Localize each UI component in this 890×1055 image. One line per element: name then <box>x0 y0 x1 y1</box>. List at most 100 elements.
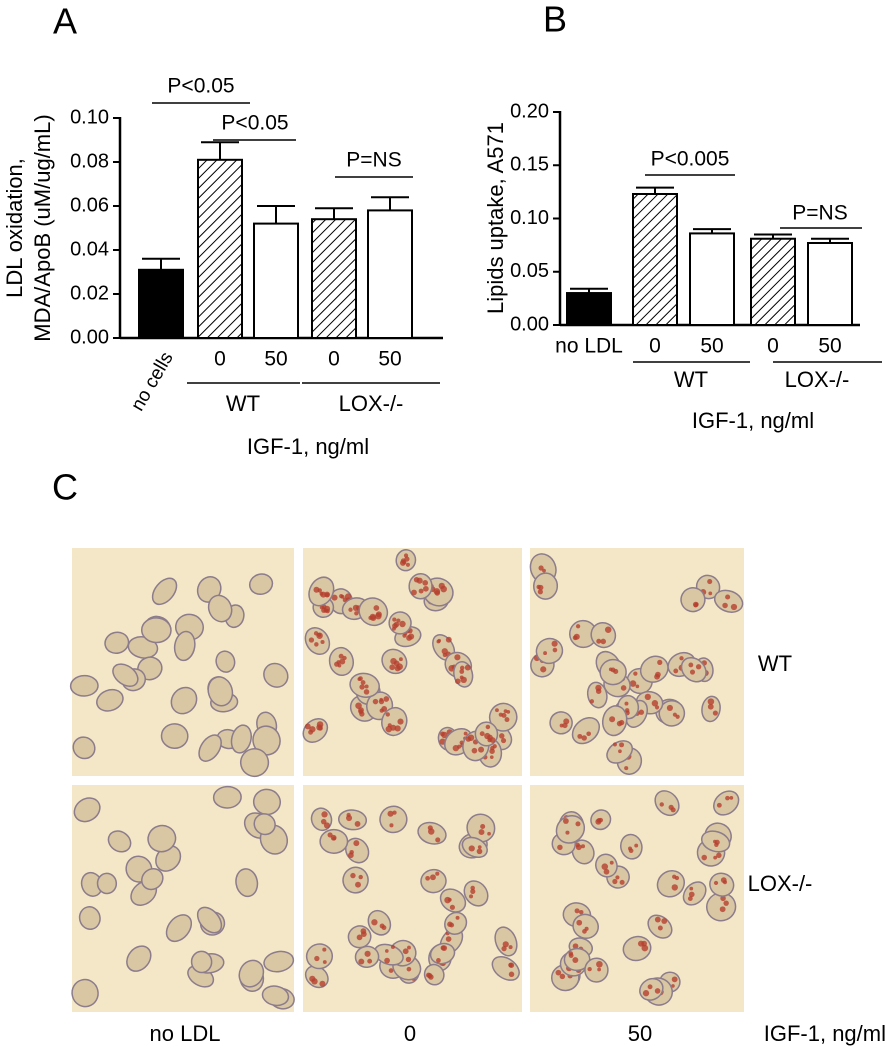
cell <box>680 657 707 683</box>
lipid-droplet <box>399 620 406 628</box>
lipid-droplet <box>468 845 475 852</box>
lipid-droplet <box>435 871 440 876</box>
lipid-droplet <box>543 651 548 656</box>
lipid-droplet <box>449 904 455 910</box>
lipid-droplet <box>661 918 668 924</box>
cell <box>147 824 177 853</box>
significance-label: P<0.005 <box>651 148 730 171</box>
lipid-droplet <box>563 818 569 824</box>
lipid-droplet <box>384 957 390 964</box>
lipid-droplet <box>575 624 581 629</box>
lipid-droplet <box>336 660 341 665</box>
y-tick-label: 0.04 <box>70 238 109 260</box>
lipid-droplet <box>624 708 630 713</box>
lipid-droplet <box>478 746 485 753</box>
lipid-droplet <box>586 731 591 737</box>
lipid-droplet <box>353 840 360 847</box>
lipid-droplet <box>387 810 394 817</box>
lipid-droplet <box>713 839 717 844</box>
lipid-droplet <box>447 897 452 902</box>
lipid-droplet <box>577 733 583 739</box>
lipid-droplet <box>317 725 323 731</box>
bar <box>253 222 299 340</box>
lipid-droplet <box>609 860 614 865</box>
cell <box>304 627 331 655</box>
y-tick-label: 0.08 <box>70 150 109 172</box>
micrograph <box>69 548 294 778</box>
cell <box>190 950 213 974</box>
lipid-droplet <box>470 888 476 894</box>
lipid-droplet <box>320 639 325 645</box>
lipid-droplet <box>568 951 574 956</box>
lipid-droplet <box>615 875 620 880</box>
lipid-droplet <box>464 664 471 671</box>
lipid-droplet <box>389 823 394 828</box>
micrograph-panel: C WT LOX-/- no LDL 0 50 IGF-1, ng/ml <box>52 467 886 1046</box>
error-bar <box>142 257 180 270</box>
lipid-droplet <box>322 960 327 964</box>
x-axis-label: IGF-1, ng/ml <box>692 408 814 433</box>
lipid-droplet <box>708 591 713 596</box>
lipid-droplet <box>392 617 397 622</box>
lipid-droplet <box>651 700 659 707</box>
lipid-droplet <box>689 886 694 891</box>
cell <box>261 985 290 1007</box>
lipid-droplet <box>355 702 362 710</box>
lipid-droplet <box>657 925 663 931</box>
lipid-droplet <box>609 716 616 723</box>
lipid-droplet <box>416 577 423 584</box>
lipid-droplet <box>629 680 637 687</box>
micrograph <box>303 785 522 1012</box>
x-tick-label: 50 <box>700 335 723 358</box>
lipid-droplet <box>383 696 390 702</box>
lipid-droplet <box>581 735 587 741</box>
lipid-droplet <box>422 580 429 586</box>
significance-label: P=NS <box>346 149 401 172</box>
group-label: LOX-/- <box>785 367 850 392</box>
lipid-droplet <box>572 635 578 641</box>
y-tick-label: 0.05 <box>510 260 549 282</box>
error-bar <box>257 205 295 224</box>
lipid-droplet <box>572 943 579 949</box>
lipid-droplet <box>342 655 347 661</box>
lipid-droplet <box>340 594 345 599</box>
micrograph <box>530 785 744 1012</box>
lipid-droplet <box>339 658 346 665</box>
cell <box>239 747 270 778</box>
lipid-droplet <box>508 945 513 950</box>
lipid-droplet <box>576 919 583 926</box>
lipid-droplet <box>392 810 397 815</box>
lipid-droplet <box>445 636 452 643</box>
lipid-droplet <box>378 698 385 705</box>
lipid-droplet <box>320 818 327 825</box>
lipid-droplet <box>314 642 319 647</box>
cell <box>429 942 456 965</box>
lipid-droplet <box>562 722 568 729</box>
error-bar <box>371 196 409 211</box>
lipid-droplet <box>654 916 661 923</box>
y-tick-label: 0.15 <box>510 154 549 176</box>
lipid-droplet <box>675 714 680 719</box>
cell <box>248 573 274 596</box>
x-tick-label: 0 <box>214 348 226 371</box>
cell <box>253 813 276 836</box>
group-label: WT <box>674 367 708 392</box>
lipid-droplet <box>402 633 407 638</box>
error-bar <box>754 233 792 239</box>
lipid-droplet <box>338 653 344 659</box>
x-tick-label: 50 <box>264 348 287 371</box>
y-tick-label: 0.00 <box>510 313 549 335</box>
cell <box>252 725 281 756</box>
x-axis-label: IGF-1, ng/ml <box>764 1021 886 1046</box>
lipid-droplet <box>596 960 603 968</box>
error-bar <box>315 207 353 220</box>
lipid-droplet <box>671 976 678 983</box>
x-tick-label: no LDL <box>555 335 623 358</box>
lipid-droplet <box>459 669 465 674</box>
lipid-droplet <box>557 844 563 851</box>
cell <box>170 686 198 715</box>
cell <box>73 797 101 823</box>
micrograph <box>302 548 522 776</box>
lipid-droplet <box>385 725 393 733</box>
